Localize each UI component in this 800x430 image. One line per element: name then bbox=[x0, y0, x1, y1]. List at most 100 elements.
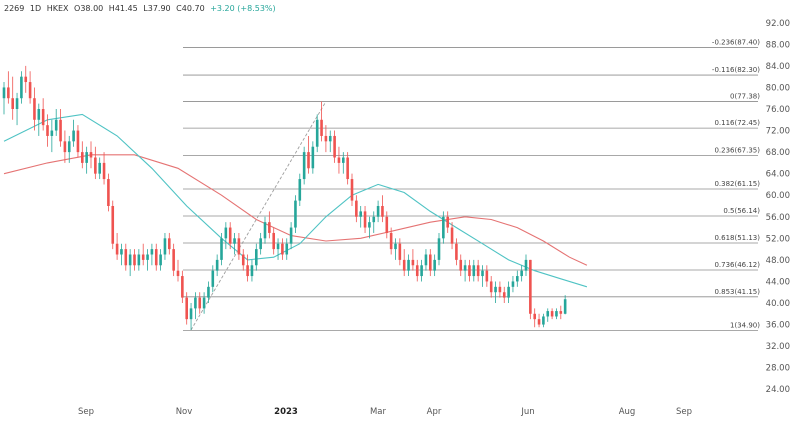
candle-body bbox=[355, 200, 358, 217]
y-tick-label: 44.00 bbox=[766, 277, 790, 287]
candle-body bbox=[481, 270, 484, 277]
chart-header: 2269 1D HKEX O38.00 H41.45 L37.90 C40.70… bbox=[4, 4, 276, 13]
fib-level-label: -0.116(82.30) bbox=[712, 66, 760, 74]
candle-body bbox=[107, 179, 110, 206]
candle bbox=[459, 254, 463, 277]
candle-body bbox=[516, 276, 519, 282]
candle bbox=[98, 157, 101, 180]
candle bbox=[59, 109, 62, 147]
candle-body bbox=[298, 179, 302, 201]
candle-body bbox=[320, 119, 323, 136]
candle bbox=[433, 254, 436, 277]
candle-body bbox=[67, 141, 71, 153]
candle bbox=[137, 249, 141, 271]
candle bbox=[189, 303, 193, 330]
candle bbox=[368, 216, 371, 239]
candle-body bbox=[459, 259, 463, 271]
candle bbox=[46, 114, 49, 147]
candle-body bbox=[485, 270, 489, 282]
fib-level-label: 0.618(51.13) bbox=[714, 234, 760, 242]
fib-level-label: 0.853(41.15) bbox=[714, 288, 760, 296]
candle-body bbox=[115, 243, 119, 255]
candle bbox=[511, 276, 515, 293]
candle bbox=[159, 249, 162, 271]
candle-body bbox=[246, 265, 249, 277]
candle-body bbox=[437, 238, 441, 260]
candle-body bbox=[41, 109, 45, 126]
candle bbox=[228, 222, 232, 250]
candle bbox=[237, 232, 241, 260]
candle-body bbox=[102, 162, 106, 180]
candle bbox=[446, 211, 449, 233]
candle bbox=[485, 265, 489, 287]
candle-body bbox=[237, 238, 241, 255]
candle-body bbox=[89, 152, 93, 158]
candle bbox=[555, 308, 558, 320]
candle-body bbox=[511, 281, 515, 287]
candle bbox=[302, 146, 306, 185]
candle bbox=[324, 125, 328, 153]
candle-body bbox=[424, 254, 428, 266]
candle bbox=[194, 292, 197, 320]
candle-body bbox=[389, 232, 393, 250]
candle bbox=[141, 243, 145, 266]
candle bbox=[481, 265, 484, 287]
candle-body bbox=[385, 216, 389, 233]
candle bbox=[516, 270, 519, 287]
candle-body bbox=[37, 109, 41, 120]
y-tick-label: 84.00 bbox=[766, 62, 790, 72]
candle bbox=[320, 101, 323, 142]
candle bbox=[298, 173, 302, 206]
candle bbox=[181, 270, 184, 303]
candle-body bbox=[233, 238, 236, 244]
candle bbox=[20, 71, 23, 104]
header-close: C40.70 bbox=[176, 4, 205, 13]
candle-body bbox=[533, 313, 536, 320]
fib-level-label: 0(77.38) bbox=[730, 93, 760, 101]
candle bbox=[54, 109, 58, 136]
candle-body bbox=[372, 216, 376, 223]
candle bbox=[146, 249, 149, 271]
candle bbox=[550, 308, 554, 320]
candle-body bbox=[311, 146, 315, 169]
candle-body bbox=[429, 254, 432, 271]
candle bbox=[133, 249, 136, 271]
candle bbox=[81, 141, 84, 169]
candle bbox=[402, 249, 406, 277]
ma-slow-line bbox=[3, 154, 588, 266]
y-tick-label: 68.00 bbox=[766, 148, 790, 158]
candle-body bbox=[24, 76, 28, 83]
candle bbox=[333, 130, 336, 163]
x-tick-label: 2023 bbox=[274, 407, 298, 417]
candle bbox=[385, 211, 389, 239]
candle-body bbox=[20, 76, 23, 99]
candle-body bbox=[172, 249, 175, 271]
candle bbox=[63, 130, 67, 163]
candle-body bbox=[402, 259, 406, 271]
candle bbox=[398, 238, 402, 266]
x-tick-label: Jun bbox=[520, 407, 534, 417]
candle-body bbox=[315, 119, 319, 147]
candle-body bbox=[411, 259, 415, 266]
candle-body bbox=[202, 297, 206, 309]
x-tick-label: Apr bbox=[427, 407, 442, 417]
candle-body bbox=[333, 135, 336, 158]
candle bbox=[533, 308, 536, 328]
candle-body bbox=[185, 297, 188, 320]
candle-body bbox=[85, 152, 88, 163]
candle bbox=[2, 82, 6, 115]
candle bbox=[450, 222, 454, 250]
candle-body bbox=[124, 249, 128, 266]
candle-body bbox=[489, 281, 493, 293]
candle-body bbox=[337, 157, 341, 163]
x-tick-label: Mar bbox=[370, 407, 387, 417]
candle-body bbox=[529, 259, 532, 314]
y-tick-label: 24.00 bbox=[766, 385, 790, 395]
candle bbox=[376, 200, 380, 223]
candle bbox=[107, 173, 110, 212]
candle bbox=[537, 313, 541, 328]
header-interval: 1D bbox=[30, 4, 41, 13]
y-tick-label: 40.00 bbox=[766, 299, 790, 309]
